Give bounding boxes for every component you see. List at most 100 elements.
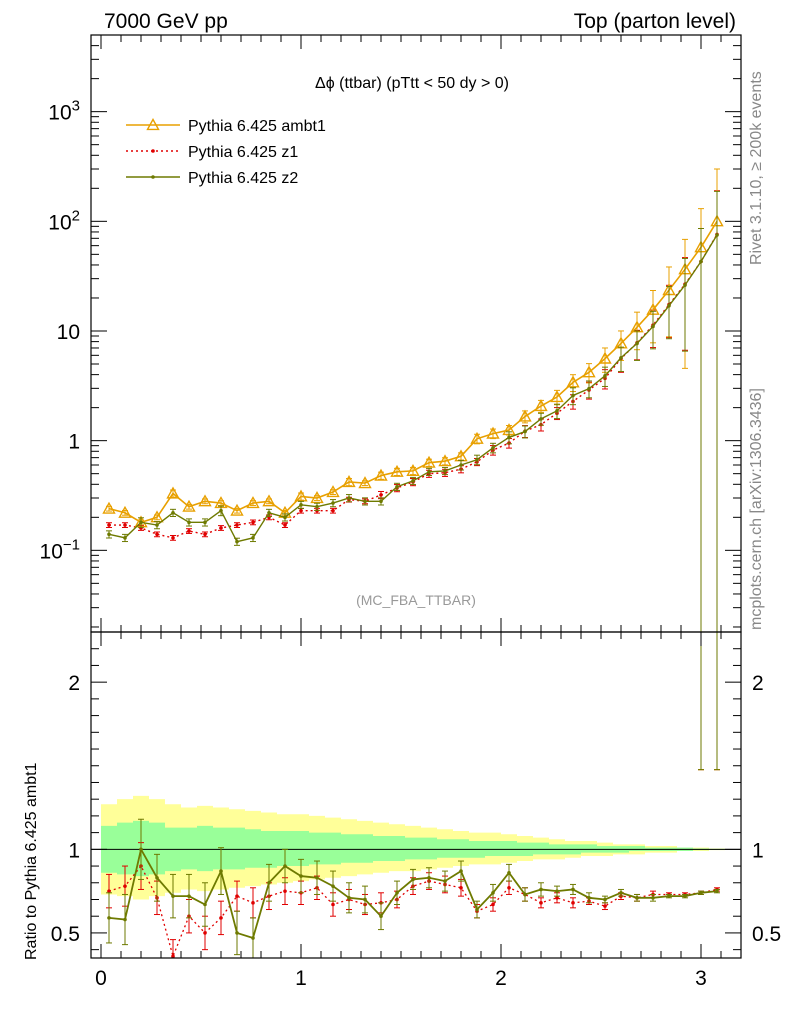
ratio-point bbox=[587, 896, 591, 900]
ratio-point bbox=[507, 885, 511, 890]
data-point bbox=[187, 529, 191, 533]
ratio-point bbox=[171, 954, 175, 959]
data-point bbox=[539, 417, 543, 421]
data-point bbox=[310, 491, 324, 504]
ratio-point bbox=[347, 896, 351, 900]
data-point bbox=[326, 485, 340, 498]
legend: Pythia 6.425 ambt1 Pythia 6.425 z1 Pythia … bbox=[126, 118, 326, 187]
ratio-point bbox=[123, 917, 127, 922]
data-point bbox=[219, 526, 223, 530]
data-point bbox=[331, 508, 335, 513]
data-point bbox=[267, 510, 271, 515]
ratio-point bbox=[299, 874, 303, 878]
data-point bbox=[358, 476, 372, 489]
data-point bbox=[123, 536, 127, 540]
ratio-point bbox=[283, 864, 287, 868]
ratio-point bbox=[107, 889, 111, 893]
data-point bbox=[518, 409, 532, 422]
ratio-point bbox=[267, 880, 271, 885]
ratio-point bbox=[219, 869, 223, 873]
legend-marker bbox=[151, 175, 155, 179]
data-point bbox=[390, 464, 404, 477]
ratio-point bbox=[443, 879, 447, 883]
ratio-line bbox=[108, 864, 718, 959]
inner-uncertainty-band bbox=[101, 820, 725, 877]
data-point bbox=[619, 355, 623, 360]
main-plot-panel: 10−1 1 10 102 103 Δϕ (ttbar) (pTtt < 50 dy >… bbox=[40, 34, 742, 771]
main-y-tick-labels: 10−1 1 10 102 103 bbox=[40, 98, 80, 564]
mcplots-label: mcplots.cern.ch [arXiv:1306.3436] bbox=[748, 388, 765, 630]
data-point bbox=[411, 479, 415, 483]
data-point bbox=[395, 484, 399, 489]
main-axis-ticks bbox=[91, 34, 741, 632]
data-point bbox=[283, 523, 287, 527]
data-point bbox=[155, 532, 159, 537]
ratio-point bbox=[539, 901, 543, 905]
ratio-y-tick-label-left: 1 bbox=[68, 839, 80, 862]
ratio-point bbox=[283, 889, 287, 893]
ratio-point bbox=[251, 936, 255, 940]
series-line bbox=[108, 234, 718, 543]
ratio-series-pythia-6.425-z2 bbox=[106, 818, 720, 959]
x-tick-label: 3 bbox=[695, 967, 707, 990]
ratio-point bbox=[635, 896, 639, 900]
data-point bbox=[155, 523, 159, 527]
data-point bbox=[262, 494, 276, 507]
data-point bbox=[294, 489, 308, 502]
data-point bbox=[118, 505, 132, 518]
ratio-y-axis-label: Ratio to Pythia 6.425 ambt1 bbox=[23, 762, 40, 960]
header-left: 7000 GeV pp bbox=[104, 10, 228, 33]
data-point bbox=[166, 486, 180, 499]
data-point bbox=[582, 365, 596, 378]
data-point bbox=[507, 435, 511, 440]
data-point bbox=[598, 351, 612, 364]
ratio-point bbox=[315, 875, 319, 880]
data-point bbox=[342, 475, 356, 488]
data-point bbox=[283, 515, 287, 520]
ratio-point bbox=[235, 894, 239, 898]
main-y-tick-label: 10−1 bbox=[40, 536, 80, 563]
ratio-point bbox=[539, 887, 543, 892]
ratio-point bbox=[235, 931, 239, 935]
ratio-y-tick-label-right: 1 bbox=[752, 839, 764, 862]
ratio-point bbox=[491, 891, 495, 895]
header-right: Top (parton level) bbox=[574, 10, 736, 33]
data-point bbox=[459, 463, 463, 467]
ratio-point bbox=[555, 896, 559, 900]
ratio-point bbox=[427, 875, 431, 880]
ratio-point bbox=[251, 901, 255, 905]
data-point bbox=[182, 499, 196, 512]
data-point bbox=[171, 536, 175, 540]
data-point bbox=[683, 283, 687, 287]
data-point bbox=[230, 503, 244, 516]
ratio-point bbox=[603, 904, 607, 908]
data-point bbox=[379, 499, 383, 504]
ratio-point bbox=[667, 894, 671, 898]
legend-label: Pythia 6.425 z2 bbox=[188, 170, 298, 187]
main-y-tick-label: 103 bbox=[48, 98, 80, 125]
ratio-plot-panel: 0.5 0.5 1 1 2 2 0 1 2 3 Ratio to Pythia 6.425 amb… bbox=[23, 631, 781, 990]
legend-label: Pythia 6.425 ambt1 bbox=[188, 118, 326, 135]
rivet-label: Rivet 3.1.10, ≥ 200k events bbox=[748, 71, 765, 265]
ratio-plot-frame bbox=[90, 631, 742, 959]
ratio-point bbox=[331, 884, 335, 888]
data-point bbox=[406, 463, 420, 476]
ratio-point bbox=[331, 902, 335, 907]
ratio-point bbox=[219, 916, 223, 920]
data-point bbox=[251, 520, 255, 525]
data-point bbox=[566, 375, 580, 388]
data-point bbox=[470, 431, 484, 444]
data-point bbox=[486, 426, 500, 439]
ratio-point bbox=[475, 907, 479, 912]
data-point bbox=[171, 510, 175, 515]
analysis-watermark: (MC_FBA_TTBAR) bbox=[356, 592, 476, 608]
ratio-point bbox=[139, 847, 143, 852]
legend-marker bbox=[151, 149, 155, 153]
x-tick-label: 0 bbox=[95, 967, 107, 990]
data-point bbox=[427, 470, 431, 474]
data-point bbox=[475, 457, 479, 462]
main-y-tick-label: 10 bbox=[57, 321, 80, 344]
main-y-tick-label: 1 bbox=[68, 431, 80, 454]
ratio-point bbox=[603, 897, 607, 902]
data-point bbox=[550, 390, 564, 403]
